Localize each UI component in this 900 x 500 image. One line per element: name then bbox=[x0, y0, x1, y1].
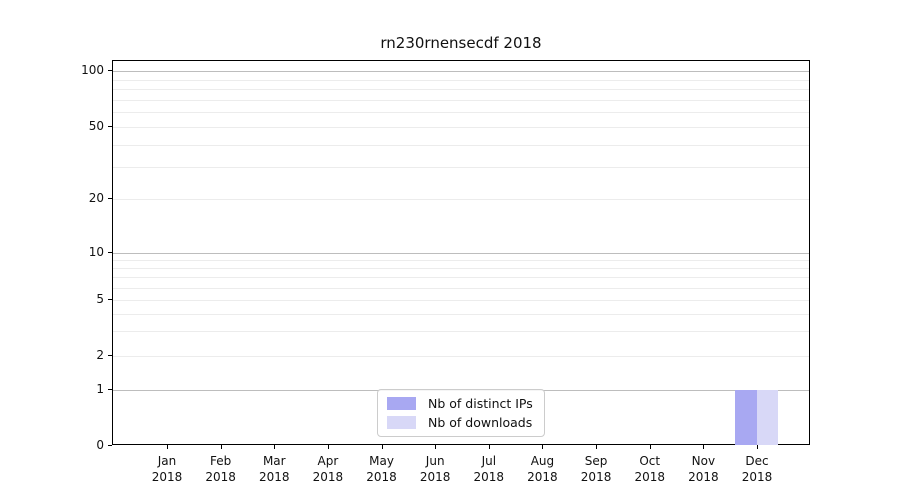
y-tick-mark bbox=[108, 198, 112, 199]
x-tick-label-year: 2018 bbox=[312, 470, 344, 484]
y-tick-label: 50 bbox=[88, 119, 104, 133]
x-tick-mark bbox=[596, 445, 598, 449]
y-tick-mark bbox=[108, 389, 112, 390]
y-tick-mark bbox=[108, 70, 112, 71]
legend-label-distinct-ips: Nb of distinct IPs bbox=[428, 396, 533, 411]
y-tick-label: 10 bbox=[88, 245, 104, 259]
x-tick-label-month: Nov bbox=[691, 454, 716, 468]
x-tick-label-month: Mar bbox=[262, 454, 286, 468]
x-tick-label: Dec 2018 bbox=[717, 453, 797, 485]
x-tick-label: Oct 2018 bbox=[610, 453, 690, 485]
y-tick-label: 2 bbox=[96, 348, 104, 362]
y-tick-mark bbox=[108, 252, 112, 253]
x-tick-label-year: 2018 bbox=[151, 470, 183, 484]
y-tick-mark bbox=[108, 445, 112, 446]
x-tick-mark bbox=[649, 445, 651, 449]
chart-title: rn230rnensecdf 2018 bbox=[380, 34, 542, 52]
x-tick-mark bbox=[488, 445, 490, 449]
legend-swatch-downloads bbox=[387, 416, 416, 429]
x-tick-mark bbox=[381, 445, 383, 449]
gridline-minor bbox=[113, 99, 809, 101]
y-tick-mark bbox=[108, 126, 112, 127]
x-tick-label-year: 2018 bbox=[419, 470, 451, 484]
x-tick-label: Jul 2018 bbox=[449, 453, 529, 485]
gridline-minor bbox=[113, 268, 809, 270]
gridline-minor bbox=[113, 89, 809, 91]
x-tick-mark bbox=[435, 445, 437, 449]
legend-entry-downloads: Nb of downloads bbox=[387, 416, 535, 429]
x-tick-label-year: 2018 bbox=[527, 470, 558, 484]
y-tick-mark bbox=[108, 355, 112, 356]
x-tick-label-year: 2018 bbox=[688, 470, 719, 484]
x-tick-label-year: 2018 bbox=[258, 470, 290, 484]
x-tick-label-month: Feb bbox=[210, 454, 232, 468]
y-tick-mark bbox=[108, 299, 112, 300]
x-tick-mark bbox=[327, 445, 329, 449]
x-tick-label: Feb 2018 bbox=[181, 453, 261, 485]
x-tick-label-month: Sep bbox=[584, 454, 608, 468]
gridline-minor bbox=[113, 331, 809, 333]
bar-dec-2018-s1 bbox=[756, 390, 779, 445]
legend-entry-distinct-ips: Nb of distinct IPs bbox=[387, 397, 535, 410]
y-tick-label: 100 bbox=[81, 63, 104, 77]
x-tick-label-year: 2018 bbox=[205, 470, 236, 484]
x-tick-mark bbox=[220, 445, 222, 449]
gridline-major bbox=[113, 71, 809, 72]
legend-swatch-distinct-ips bbox=[387, 397, 416, 410]
gridline-minor bbox=[113, 79, 809, 81]
gridline-minor bbox=[113, 313, 809, 315]
x-tick-label-month: Jan bbox=[157, 454, 177, 468]
x-tick-label-month: Oct bbox=[639, 454, 661, 468]
y-tick-label: 20 bbox=[88, 191, 104, 205]
bar-dec-2018-s0 bbox=[735, 390, 757, 445]
x-tick-label-month: Jul bbox=[481, 454, 497, 468]
x-tick-label: Sep 2018 bbox=[556, 453, 636, 485]
legend-label-downloads: Nb of downloads bbox=[428, 415, 533, 430]
x-tick-label-month: Jun bbox=[425, 454, 445, 468]
x-tick-label: May 2018 bbox=[342, 453, 422, 485]
x-tick-label: Mar 2018 bbox=[234, 453, 314, 485]
gridline-minor bbox=[113, 199, 809, 200]
legend: Nb of distinct IPs Nb of downloads bbox=[377, 389, 545, 437]
x-tick-mark bbox=[274, 445, 276, 449]
x-tick-label: Aug 2018 bbox=[502, 453, 582, 485]
x-tick-mark bbox=[542, 445, 544, 449]
x-tick-label-year: 2018 bbox=[366, 470, 397, 484]
gridline-minor bbox=[113, 167, 809, 169]
plot-area bbox=[112, 60, 810, 445]
gridline-minor bbox=[113, 127, 809, 128]
gridline-minor bbox=[113, 356, 809, 357]
x-tick-label-year: 2018 bbox=[634, 470, 665, 484]
gridline-minor bbox=[113, 144, 809, 146]
x-tick-label-month: Dec bbox=[745, 454, 769, 468]
gridline-minor bbox=[113, 287, 809, 289]
x-tick-label-year: 2018 bbox=[741, 470, 773, 484]
y-tick-label: 1 bbox=[96, 382, 104, 396]
x-tick-label-month: May bbox=[369, 454, 394, 468]
x-tick-label: Apr 2018 bbox=[288, 453, 368, 485]
gridline-minor bbox=[113, 300, 809, 301]
x-tick-mark bbox=[756, 445, 758, 449]
y-tick-label: 0 bbox=[96, 438, 104, 452]
x-tick-label: Jun 2018 bbox=[395, 453, 475, 485]
gridline-minor bbox=[113, 112, 809, 114]
gridline-minor bbox=[113, 277, 809, 279]
gridline-major bbox=[113, 253, 809, 254]
x-tick-label: Nov 2018 bbox=[663, 453, 743, 485]
x-tick-mark bbox=[167, 445, 168, 449]
x-tick-label: Jan 2018 bbox=[127, 453, 207, 485]
x-tick-label-month: Aug bbox=[530, 454, 555, 468]
x-tick-label-month: Apr bbox=[317, 454, 339, 468]
x-tick-label-year: 2018 bbox=[580, 470, 612, 484]
y-tick-label: 5 bbox=[96, 292, 104, 306]
x-tick-mark bbox=[703, 445, 705, 449]
x-tick-label-year: 2018 bbox=[473, 470, 505, 484]
gridline-minor bbox=[113, 260, 809, 262]
